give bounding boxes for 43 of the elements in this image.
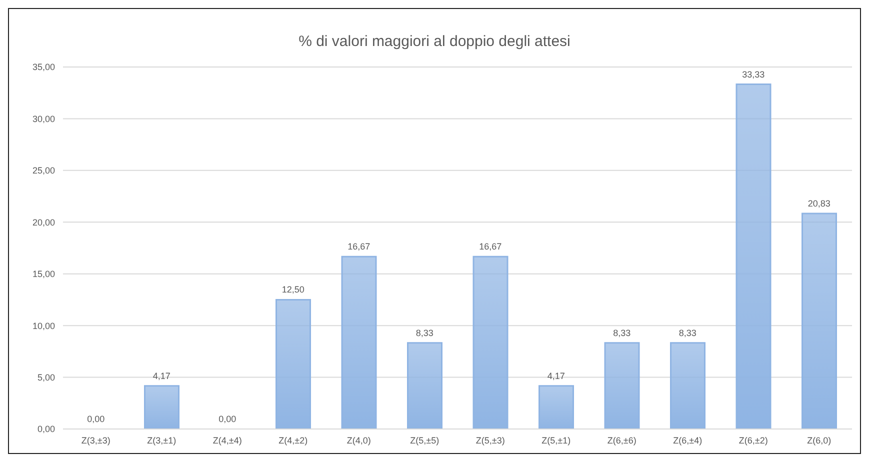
bar [670,342,706,429]
y-tick-label: 20,00 [32,217,55,228]
data-label: 20,83 [808,198,830,209]
x-tick-label: Z(3,±3) [81,435,110,446]
x-tick-label: Z(6,0) [807,435,832,446]
x-tick-label: Z(4,±4) [212,435,242,446]
data-label: 16,67 [348,242,370,252]
x-tick-label: Z(3,±1) [147,435,176,446]
bar [604,342,640,429]
data-label: 16,67 [479,242,502,252]
x-tick-label: Z(6,±2) [738,435,768,446]
y-tick-label: 30,00 [32,114,55,124]
data-label: 0,00 [218,414,236,424]
x-tick-label: Z(4,0) [346,435,371,446]
x-tick-label: Z(4,±2) [278,435,308,446]
bar [276,298,311,429]
y-tick-label: 5,00 [37,372,55,382]
y-tick-label: 35,00 [32,62,55,72]
bar [802,212,837,429]
bar [472,256,508,429]
y-tick-label: 10,00 [32,320,55,331]
bar [144,385,180,429]
y-tick-label: 0,00 [37,424,55,434]
y-tick-label: 15,00 [32,269,55,280]
bar [341,256,377,429]
bar [538,385,574,429]
data-label: 8,33 [613,328,631,338]
data-label: 8,33 [678,328,696,338]
x-tick-label: Z(6,±4) [673,435,702,446]
data-label: 4,17 [547,370,565,381]
x-tick-label: Z(5,±1) [542,435,571,446]
data-label: 8,33 [416,328,434,338]
data-label: 0,00 [87,414,105,424]
data-label: 33,33 [742,69,765,80]
data-label: 4,17 [152,370,170,381]
bar [736,84,772,429]
x-tick-label: Z(5,±3) [476,435,505,446]
data-label: 12,50 [282,284,304,295]
y-tick-label: 25,00 [32,166,55,176]
x-tick-label: Z(5,±5) [410,435,440,446]
bar [407,342,442,429]
x-tick-label: Z(6,±6) [607,435,636,446]
chart-title: % di valori maggiori al doppio degli attesi [298,33,572,50]
